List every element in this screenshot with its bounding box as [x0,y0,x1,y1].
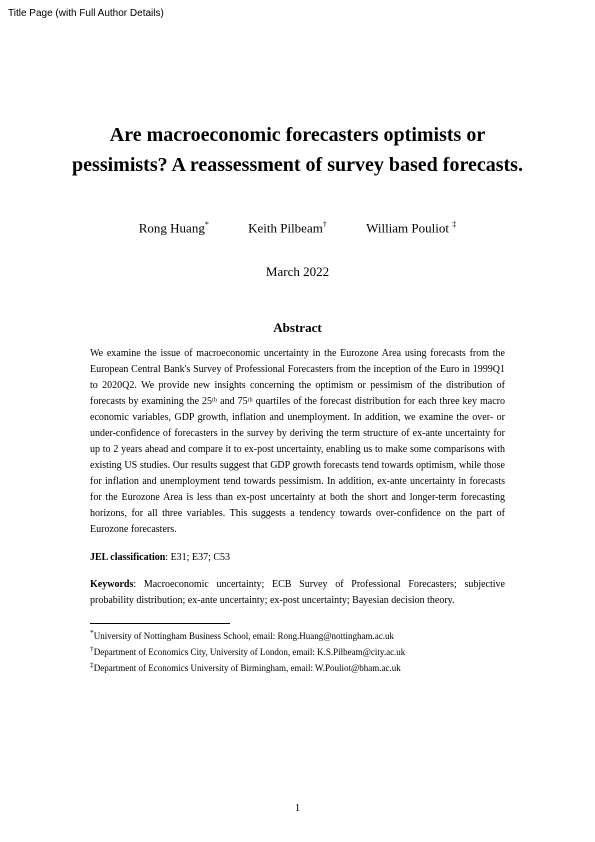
keywords: Keywords: Macroeconomic uncertainty; ECB… [90,577,505,609]
footnotes: *University of Nottingham Business Schoo… [90,628,505,674]
author-name: William Pouliot [366,220,449,235]
author-line: Rong Huang* Keith Pilbeam† William Pouli… [70,220,525,236]
keywords-text: : Macroeconomic uncertainty; ECB Survey … [90,579,505,606]
jel-label: JEL classification [90,552,165,563]
header-label: Title Page (with Full Author Details) [8,8,164,19]
paper-title: Are macroeconomic forecasters optimists … [70,120,525,180]
footnote-text: Department of Economics City, University… [94,647,406,657]
jel-codes: : E31; E37; C53 [165,552,230,563]
author: Rong Huang* [139,220,209,236]
author: William Pouliot ‡ [366,220,456,236]
author-name: Keith Pilbeam [248,220,323,235]
page-content: Are macroeconomic forecasters optimists … [0,0,595,715]
author-mark: * [205,220,209,229]
abstract-body: We examine the issue of macroeconomic un… [90,346,505,538]
page-number: 1 [0,802,595,814]
footnote-text: University of Nottingham Business School… [94,631,394,641]
author: Keith Pilbeam† [248,220,327,236]
author-mark: † [323,220,327,229]
paper-date: March 2022 [70,264,525,280]
footnote: *University of Nottingham Business Schoo… [90,628,505,643]
footnote-rule [90,623,230,624]
footnote-text: Department of Economics University of Bi… [94,663,401,673]
footnote: †Department of Economics City, Universit… [90,644,505,659]
keywords-label: Keywords [90,579,133,590]
author-mark: ‡ [452,220,456,229]
author-name: Rong Huang [139,220,205,235]
footnote: ‡Department of Economics University of B… [90,660,505,675]
abstract-heading: Abstract [70,320,525,336]
jel-classification: JEL classification: E31; E37; C53 [90,552,505,563]
